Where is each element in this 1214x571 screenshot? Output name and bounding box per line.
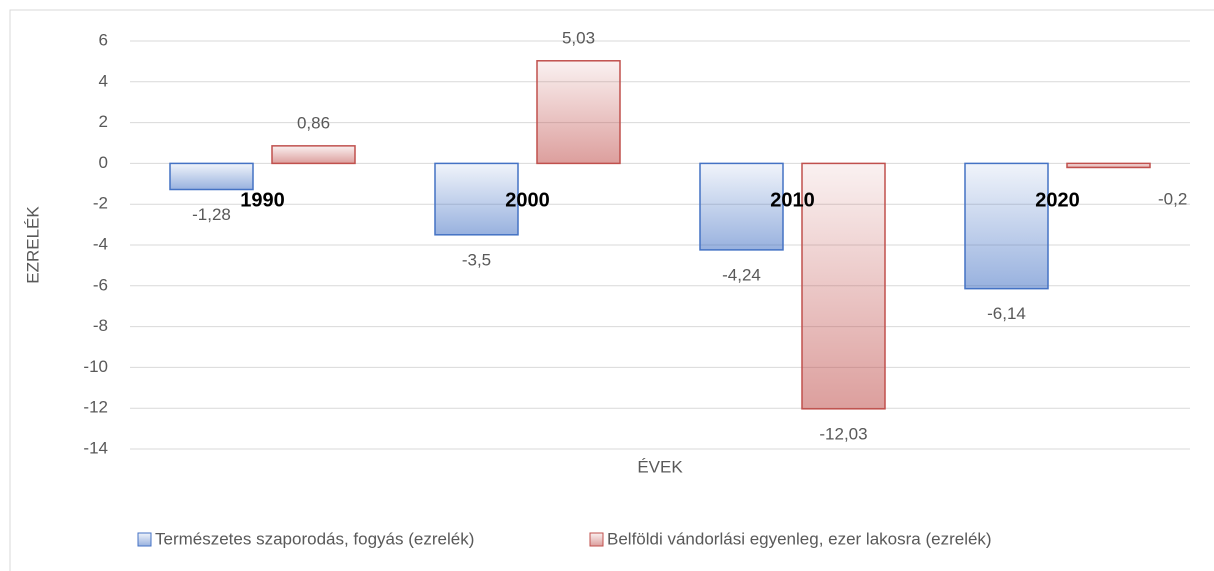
bar xyxy=(699,162,784,251)
y-tick-label: -6 xyxy=(93,275,108,294)
data-label: -6,14 xyxy=(987,304,1026,323)
data-label: -1,28 xyxy=(192,205,231,224)
data-label: 0,86 xyxy=(297,113,330,132)
bar xyxy=(536,60,621,165)
legend-label: Természetes szaporodás, fogyás (ezrelék) xyxy=(155,529,474,548)
y-tick-label: -12 xyxy=(83,398,108,417)
y-tick-label: -2 xyxy=(93,194,108,213)
bar xyxy=(1066,162,1151,169)
y-axis-label: EZRELÉK xyxy=(23,206,42,284)
data-label: -0,2 xyxy=(1158,189,1187,208)
legend-label: Belföldi vándorlási egyenleg, ezer lakos… xyxy=(607,529,992,548)
y-tick-label: -10 xyxy=(83,357,108,376)
data-label: -3,5 xyxy=(462,250,491,269)
y-tick-label: 0 xyxy=(99,153,108,172)
y-tick-label: -14 xyxy=(83,438,108,457)
y-tick-label: -4 xyxy=(93,234,108,253)
data-label: -4,24 xyxy=(722,265,761,284)
y-tick-label: 4 xyxy=(99,71,108,90)
legend-swatch xyxy=(589,532,604,547)
x-tick-label: 1990 xyxy=(240,189,285,211)
bar xyxy=(169,162,254,191)
x-tick-label: 2010 xyxy=(770,189,815,211)
legend-swatch xyxy=(137,532,152,547)
bar xyxy=(271,145,356,165)
bar xyxy=(801,162,886,410)
x-axis-label: ÉVEK xyxy=(637,457,683,476)
bar xyxy=(434,162,519,236)
data-label: 5,03 xyxy=(562,28,595,47)
chart-frame xyxy=(9,9,1214,571)
bar xyxy=(964,162,1049,290)
data-label: -12,03 xyxy=(819,424,867,443)
y-tick-label: 2 xyxy=(99,112,108,131)
x-tick-label: 2000 xyxy=(505,189,550,211)
y-tick-label: 6 xyxy=(99,30,108,49)
y-tick-label: -8 xyxy=(93,316,108,335)
x-tick-label: 2020 xyxy=(1035,189,1080,211)
